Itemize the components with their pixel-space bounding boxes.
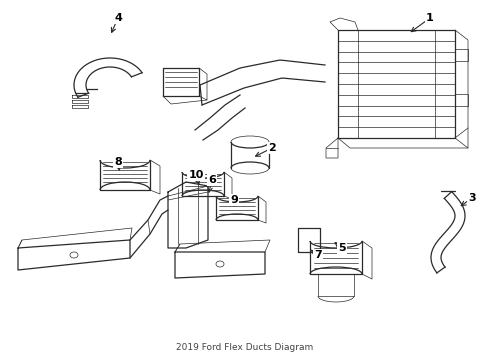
Text: 3: 3 bbox=[467, 193, 475, 203]
Text: 7: 7 bbox=[313, 250, 321, 260]
Text: 9: 9 bbox=[229, 195, 238, 205]
Text: 2: 2 bbox=[267, 143, 275, 153]
Text: 5: 5 bbox=[338, 243, 345, 253]
Text: 4: 4 bbox=[114, 13, 122, 23]
Text: 8: 8 bbox=[114, 157, 122, 167]
Text: 2019 Ford Flex Ducts Diagram: 2019 Ford Flex Ducts Diagram bbox=[176, 343, 312, 352]
Text: 1: 1 bbox=[425, 13, 433, 23]
Text: 10: 10 bbox=[188, 170, 203, 180]
Text: 6: 6 bbox=[207, 175, 216, 185]
